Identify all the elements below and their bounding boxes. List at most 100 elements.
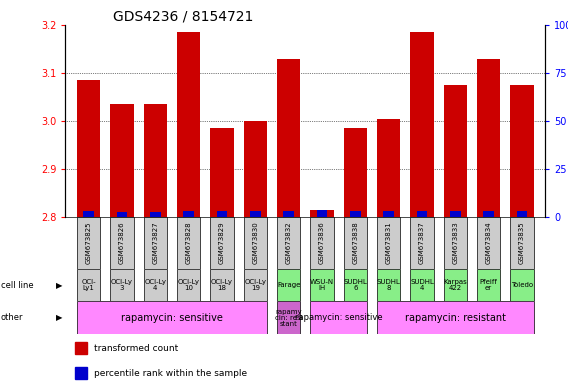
Bar	[517, 211, 527, 217]
Text: rapamycin: sensitive: rapamycin: sensitive	[121, 313, 223, 323]
Bar	[417, 211, 427, 217]
Bar	[377, 301, 533, 334]
Text: GSM673827: GSM673827	[152, 222, 158, 264]
Text: ▶: ▶	[56, 281, 62, 290]
Bar	[144, 104, 167, 217]
Text: GSM673832: GSM673832	[286, 222, 291, 264]
Bar	[410, 217, 433, 269]
Text: GSM673828: GSM673828	[186, 222, 191, 264]
Bar	[210, 128, 233, 217]
Bar	[310, 269, 333, 301]
Text: GSM673825: GSM673825	[86, 222, 91, 264]
Text: OCI-Ly
19: OCI-Ly 19	[244, 279, 266, 291]
Bar	[217, 211, 227, 217]
Bar	[310, 301, 367, 334]
Bar	[377, 119, 400, 217]
Bar	[283, 211, 294, 217]
Bar	[510, 85, 533, 217]
Text: SUDHL
4: SUDHL 4	[410, 279, 434, 291]
Bar	[183, 211, 194, 217]
Bar	[510, 269, 533, 301]
Text: Pfeiff
er: Pfeiff er	[480, 279, 498, 291]
Bar	[310, 217, 333, 269]
Bar	[177, 217, 201, 269]
Text: GSM673829: GSM673829	[219, 222, 225, 264]
Text: rapamy
cin: resi
stant: rapamy cin: resi stant	[275, 309, 302, 327]
Bar	[117, 212, 127, 217]
Bar	[77, 301, 267, 334]
Bar	[477, 59, 500, 217]
Bar	[277, 301, 300, 334]
Bar	[277, 217, 300, 269]
Bar	[477, 217, 500, 269]
Bar	[75, 366, 87, 379]
Text: OCI-Ly
3: OCI-Ly 3	[111, 279, 133, 291]
Text: GSM673834: GSM673834	[486, 222, 492, 264]
Text: Farage: Farage	[277, 282, 300, 288]
Text: percentile rank within the sample: percentile rank within the sample	[94, 369, 247, 377]
Text: OCI-Ly
18: OCI-Ly 18	[211, 279, 233, 291]
Bar	[150, 212, 161, 217]
Bar	[277, 269, 300, 301]
Text: GSM673838: GSM673838	[352, 222, 358, 264]
Text: SUDHL
6: SUDHL 6	[344, 279, 367, 291]
Bar	[410, 269, 433, 301]
Text: GSM673835: GSM673835	[519, 222, 525, 264]
Text: OCI-Ly
10: OCI-Ly 10	[178, 279, 199, 291]
Bar	[444, 217, 467, 269]
Bar	[244, 121, 267, 217]
Bar	[483, 211, 494, 217]
Text: GSM673826: GSM673826	[119, 222, 125, 264]
Text: transformed count: transformed count	[94, 344, 178, 353]
Bar	[77, 269, 101, 301]
Text: GDS4236 / 8154721: GDS4236 / 8154721	[114, 10, 254, 24]
Text: ▶: ▶	[56, 313, 62, 322]
Bar	[444, 269, 467, 301]
Bar	[444, 85, 467, 217]
Text: GSM673837: GSM673837	[419, 222, 425, 264]
Bar	[277, 59, 300, 217]
Text: GSM673833: GSM673833	[452, 222, 458, 264]
Bar	[77, 217, 101, 269]
Bar	[317, 210, 327, 217]
Text: OCI-Ly
4: OCI-Ly 4	[144, 279, 166, 291]
Bar	[383, 211, 394, 217]
Text: cell line: cell line	[1, 281, 33, 290]
Bar	[110, 104, 133, 217]
Bar	[250, 211, 261, 217]
Bar	[144, 269, 167, 301]
Bar	[377, 217, 400, 269]
Bar	[244, 217, 267, 269]
Bar	[377, 269, 400, 301]
Text: other: other	[1, 313, 23, 322]
Bar	[83, 211, 94, 217]
Bar	[210, 269, 233, 301]
Text: GSM673830: GSM673830	[252, 222, 258, 264]
Text: Toledo: Toledo	[511, 282, 533, 288]
Bar	[75, 342, 87, 354]
Text: GSM673831: GSM673831	[386, 222, 391, 264]
Bar	[344, 128, 367, 217]
Bar	[77, 80, 101, 217]
Bar	[177, 269, 201, 301]
Bar	[177, 32, 201, 217]
Text: SUDHL
8: SUDHL 8	[377, 279, 400, 291]
Text: rapamycin: sensitive: rapamycin: sensitive	[295, 313, 382, 322]
Bar	[510, 217, 533, 269]
Bar	[344, 269, 367, 301]
Bar	[310, 210, 333, 217]
Text: rapamycin: resistant: rapamycin: resistant	[405, 313, 506, 323]
Bar	[144, 217, 167, 269]
Bar	[110, 217, 133, 269]
Text: WSU-N
IH: WSU-N IH	[310, 279, 334, 291]
Text: Karpas
422: Karpas 422	[444, 279, 467, 291]
Bar	[410, 32, 433, 217]
Bar	[344, 217, 367, 269]
Text: OCI-
Ly1: OCI- Ly1	[81, 279, 96, 291]
Bar	[210, 217, 233, 269]
Bar	[244, 269, 267, 301]
Bar	[350, 211, 361, 217]
Bar	[477, 269, 500, 301]
Bar	[450, 211, 461, 217]
Text: GSM673836: GSM673836	[319, 222, 325, 264]
